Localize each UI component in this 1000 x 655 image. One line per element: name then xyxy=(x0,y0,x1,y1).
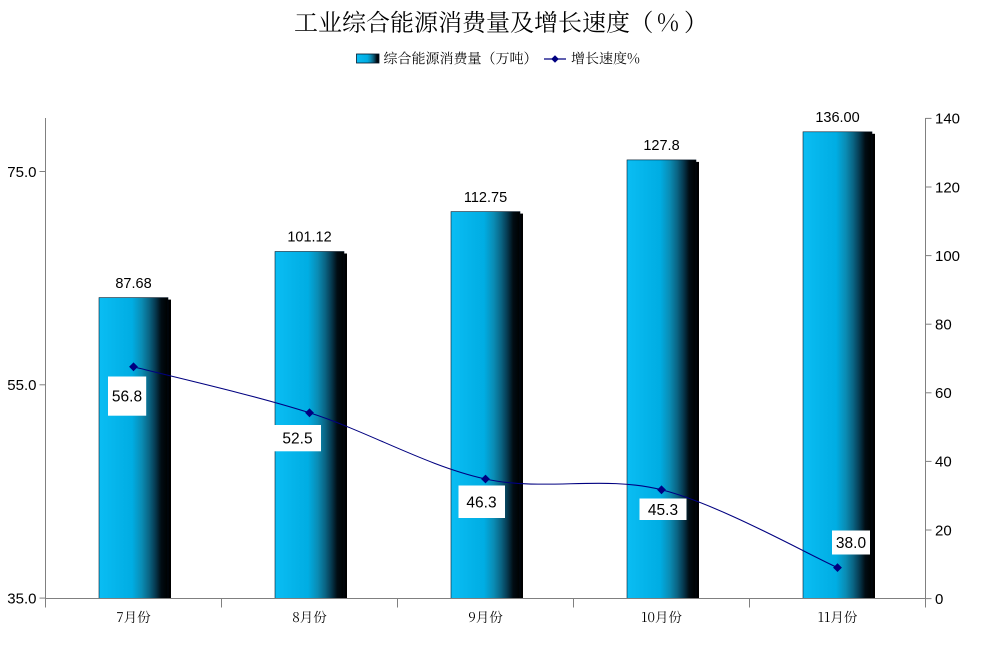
svg-text:45.3: 45.3 xyxy=(648,502,678,519)
svg-text:55.0: 55.0 xyxy=(7,377,36,394)
svg-text:46.3: 46.3 xyxy=(466,495,496,512)
svg-text:20: 20 xyxy=(935,522,952,539)
svg-text:100: 100 xyxy=(935,248,960,265)
svg-text:112.75: 112.75 xyxy=(464,190,507,206)
svg-text:75.0: 75.0 xyxy=(7,164,36,181)
svg-text:40: 40 xyxy=(935,454,952,471)
svg-text:52.5: 52.5 xyxy=(282,431,312,448)
svg-text:101.12: 101.12 xyxy=(287,230,331,246)
svg-text:56.8: 56.8 xyxy=(112,389,142,406)
svg-text:38.0: 38.0 xyxy=(836,535,867,552)
svg-text:120: 120 xyxy=(935,179,960,196)
svg-text:80: 80 xyxy=(935,317,952,334)
svg-text:60: 60 xyxy=(935,385,952,402)
svg-text:136.00: 136.00 xyxy=(815,110,859,126)
svg-text:35.0: 35.0 xyxy=(7,590,36,607)
svg-text:87.68: 87.68 xyxy=(115,276,151,292)
svg-text:127.8: 127.8 xyxy=(643,138,679,154)
svg-text:140: 140 xyxy=(935,111,960,128)
svg-text:0: 0 xyxy=(935,591,943,608)
